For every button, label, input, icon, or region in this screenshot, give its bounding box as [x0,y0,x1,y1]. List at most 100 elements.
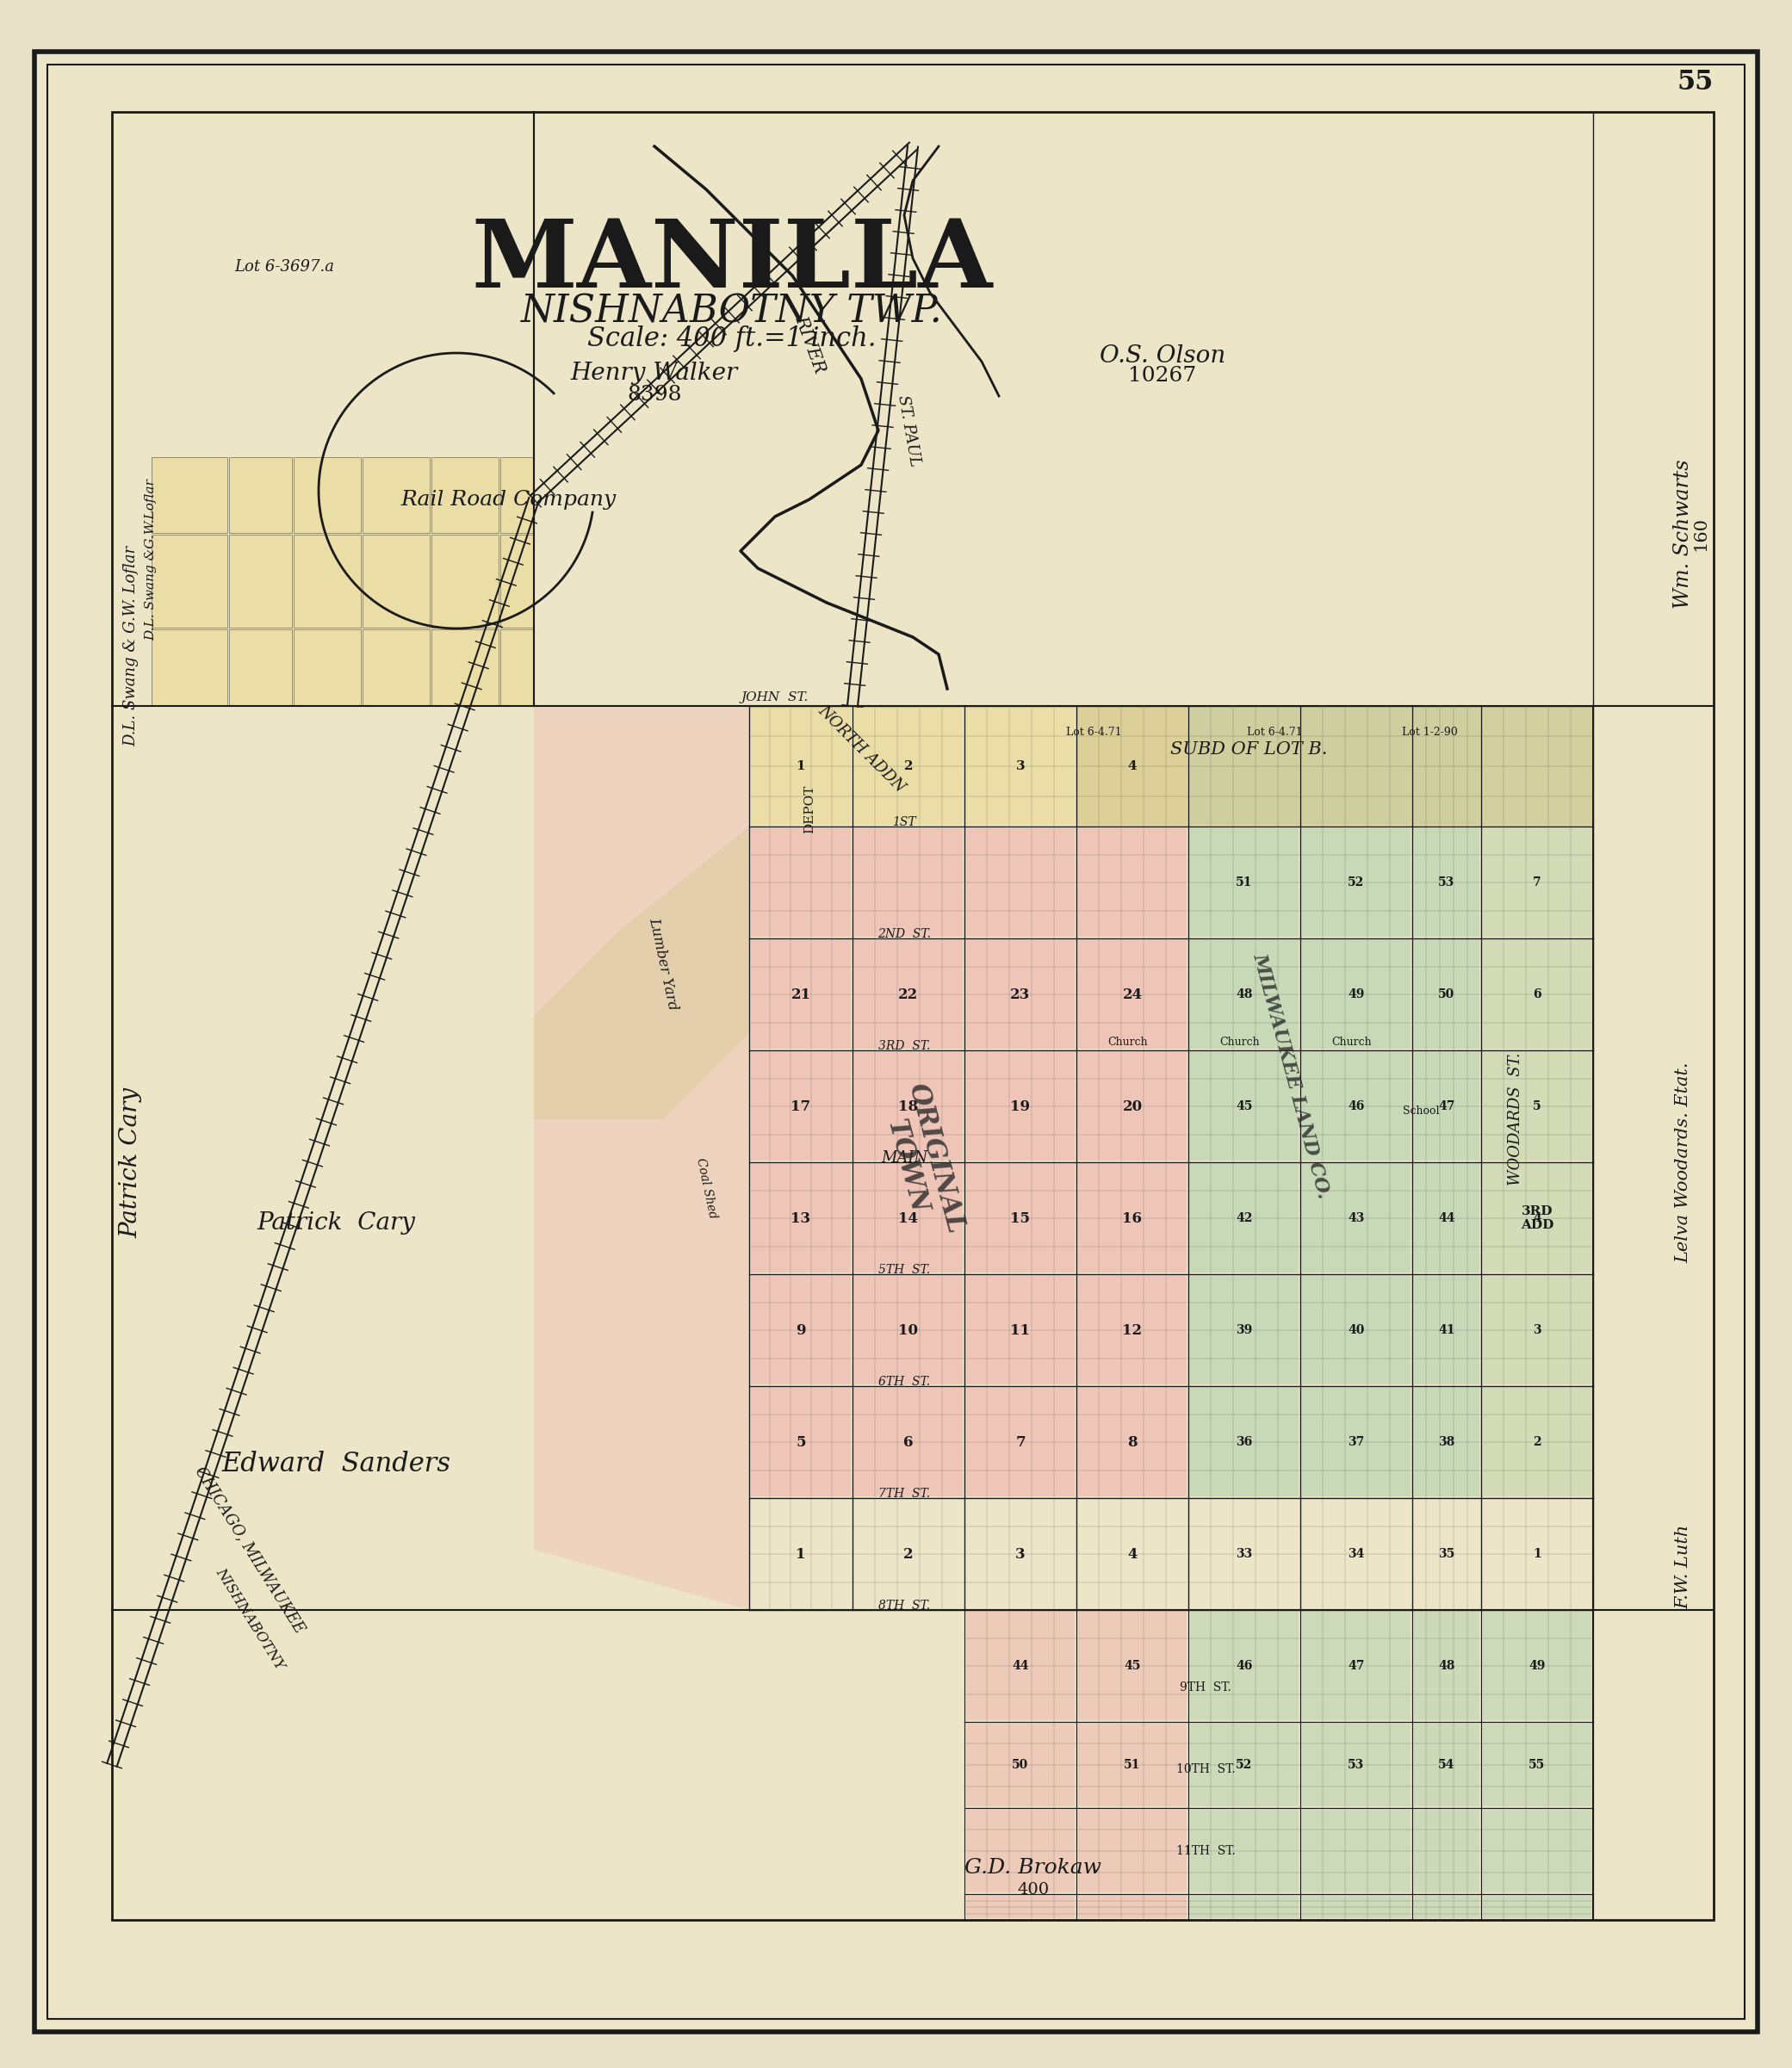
Bar [966,1723,1075,1805]
Text: 41: 41 [1439,1324,1455,1336]
Text: 50: 50 [1012,1760,1029,1770]
Bar [966,1164,1075,1272]
Text: 3RD  ST.: 3RD ST. [878,1040,930,1053]
Bar [1414,707,1480,825]
Bar [1190,1896,1299,1919]
Text: 10267: 10267 [1129,366,1197,387]
Bar [1077,705,1593,827]
Text: 48: 48 [1439,1661,1455,1671]
Bar [1414,1053,1480,1160]
Bar [500,629,532,705]
Text: Lot 6-3697.a: Lot 6-3697.a [235,258,333,275]
Text: 4: 4 [1127,1547,1138,1561]
Text: 4: 4 [1127,761,1136,771]
Text: 52: 52 [1236,1760,1253,1770]
Bar [1190,941,1299,1048]
Bar [1190,1053,1299,1160]
Text: Scale: 400 ft.=1 inch.: Scale: 400 ft.=1 inch. [588,325,876,352]
Text: 49: 49 [1529,1661,1545,1671]
Text: School: School [1403,1104,1439,1117]
Bar [1190,1276,1299,1383]
Text: Henry Walker: Henry Walker [572,362,738,385]
Text: ST. PAUL: ST. PAUL [894,393,923,467]
Bar [152,629,228,705]
Bar [1482,1053,1591,1160]
Text: 6: 6 [903,1435,914,1450]
Bar [966,941,1075,1048]
Text: 8: 8 [1127,1435,1138,1450]
Text: 34: 34 [1348,1549,1366,1559]
Text: Lot 6-4.71: Lot 6-4.71 [1247,726,1303,738]
Text: 7: 7 [1532,877,1541,889]
Bar [1079,1723,1186,1805]
Text: 3: 3 [1532,1324,1541,1336]
Text: MANILLA: MANILLA [471,215,993,308]
Bar [1303,1388,1410,1497]
Text: Patrick  Cary: Patrick Cary [256,1212,416,1235]
Text: 21: 21 [790,986,810,1001]
Text: 5: 5 [796,1435,806,1450]
Bar [1303,1810,1410,1892]
Text: 22: 22 [898,986,919,1001]
Text: D.L. Swang &G.W.Loflar: D.L. Swang &G.W.Loflar [145,480,156,641]
Text: RIVER: RIVER [792,312,828,376]
Bar [966,1611,1075,1721]
Polygon shape [534,827,749,1119]
Bar [1303,1276,1410,1383]
Text: 18: 18 [898,1098,919,1115]
Text: 53: 53 [1439,877,1455,889]
Text: MILWAUKEE LAND CO.: MILWAUKEE LAND CO. [1249,951,1333,1202]
Text: Patrick Cary: Patrick Cary [120,1088,143,1237]
Text: 54: 54 [1439,1760,1455,1770]
Text: 1: 1 [1532,1549,1541,1559]
Text: 10: 10 [898,1324,918,1338]
Bar [966,1896,1075,1919]
Bar [1303,1164,1410,1272]
Text: 20: 20 [1122,1098,1142,1115]
Bar [152,457,228,534]
Bar [751,707,851,825]
Bar [1079,941,1186,1048]
Bar [362,629,430,705]
Text: 38: 38 [1439,1435,1455,1448]
Text: 50: 50 [1439,989,1455,1001]
Text: 4: 4 [1532,1212,1541,1224]
Bar [751,1276,851,1383]
Bar [1414,1388,1480,1497]
Bar [1079,1896,1186,1919]
Text: 49: 49 [1348,989,1366,1001]
Text: 5: 5 [1532,1100,1541,1113]
Text: 13: 13 [790,1212,810,1226]
Bar [751,1388,851,1497]
Text: 3: 3 [1016,761,1025,771]
Text: 45: 45 [1236,1100,1253,1113]
Text: 12: 12 [1122,1324,1142,1338]
Bar [1190,1164,1299,1272]
Text: 46: 46 [1348,1100,1366,1113]
Text: F.W. Luth: F.W. Luth [1676,1524,1692,1609]
Bar [1190,1810,1299,1892]
Text: 19: 19 [1011,1098,1030,1115]
Text: NISHNABOTNY: NISHNABOTNY [213,1565,287,1673]
Text: 55: 55 [1677,68,1713,95]
Text: 9: 9 [796,1324,806,1338]
Text: 6TH  ST.: 6TH ST. [878,1375,930,1388]
Text: ORIGINAL
TOWN: ORIGINAL TOWN [874,1079,969,1245]
Text: 2ND  ST.: 2ND ST. [878,929,930,941]
Bar [1482,1810,1591,1892]
Bar [855,1053,962,1160]
Bar [966,1810,1075,1892]
Bar [1079,827,1186,937]
Bar [1303,1053,1410,1160]
Bar [855,1276,962,1383]
Bar [751,1164,851,1272]
Text: Church: Church [1331,1036,1373,1046]
Text: 45: 45 [1124,1661,1142,1671]
Text: Lot 6-4.71: Lot 6-4.71 [1066,726,1122,738]
Text: 400: 400 [1018,1882,1050,1898]
Bar [1190,827,1299,937]
Text: 14: 14 [898,1212,918,1226]
Text: Wm. Schwarts: Wm. Schwarts [1674,459,1693,608]
Text: D.L. Swang & G.W. Loflar: D.L. Swang & G.W. Loflar [124,546,138,747]
Bar [1303,707,1410,825]
